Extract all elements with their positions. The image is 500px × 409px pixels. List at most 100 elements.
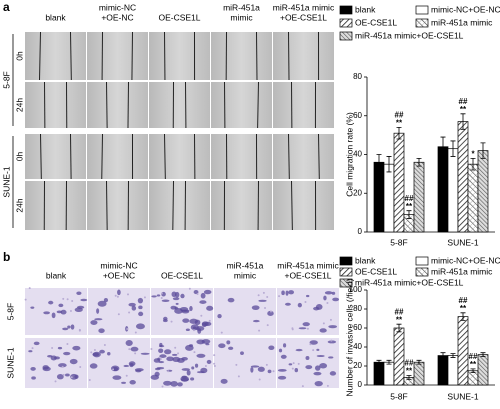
invaded-cell <box>134 368 144 372</box>
invaded-cell <box>250 366 254 373</box>
significance-mark: ## <box>395 110 404 119</box>
pore <box>265 363 268 366</box>
pore <box>66 343 69 346</box>
invaded-cell <box>89 363 98 369</box>
row-label: SUNE-1 <box>5 347 15 378</box>
invaded-cell <box>281 290 285 296</box>
bar <box>447 355 459 386</box>
invaded-cell <box>305 365 313 370</box>
bar <box>477 354 489 386</box>
micrograph <box>87 134 148 179</box>
micrograph <box>214 288 276 335</box>
micrograph <box>277 338 339 388</box>
pore <box>262 291 265 294</box>
invaded-cell <box>30 366 36 371</box>
y-tick-label: 20 <box>353 188 362 197</box>
legend-label: blank <box>355 255 376 265</box>
significance-mark: ** <box>406 202 413 211</box>
legend-swatch <box>339 278 353 288</box>
invaded-cell <box>156 294 161 297</box>
pore <box>71 299 74 302</box>
pore <box>177 352 180 355</box>
invaded-cell <box>138 305 143 310</box>
panel-label: a <box>3 0 10 14</box>
invaded-cell <box>267 369 272 374</box>
legend-swatch <box>415 267 429 277</box>
pore <box>128 348 131 351</box>
invaded-cell <box>181 368 190 371</box>
pore <box>208 319 211 322</box>
invaded-cell <box>76 305 85 309</box>
pore <box>161 385 164 388</box>
error-bar <box>386 359 392 365</box>
invaded-cell <box>31 376 36 380</box>
micrograph <box>149 32 210 80</box>
scratch-edge <box>106 81 108 129</box>
invaded-cell <box>80 298 88 302</box>
significance-mark: * <box>471 149 475 158</box>
legend-swatch <box>415 256 429 266</box>
x-tick-label: 5-8F <box>390 391 407 401</box>
invaded-cell <box>218 343 226 349</box>
pore <box>159 358 162 361</box>
error-bar <box>440 136 446 157</box>
bar <box>383 361 395 386</box>
pore <box>291 328 294 331</box>
invaded-cell <box>121 381 126 384</box>
micrograph <box>25 181 86 230</box>
error-bar <box>416 157 422 167</box>
pore <box>54 380 57 383</box>
invaded-cell <box>201 322 207 328</box>
invaded-cell <box>206 359 212 365</box>
column-header: blank <box>45 12 66 22</box>
invaded-cell <box>267 310 274 317</box>
pore <box>312 349 315 352</box>
invaded-cell <box>30 306 35 309</box>
pore <box>62 373 65 376</box>
pore <box>134 331 137 334</box>
column-header: +OE-CSE1L <box>284 270 331 280</box>
error-bar <box>406 375 412 380</box>
pore <box>127 293 130 296</box>
invaded-cell <box>191 366 195 370</box>
invaded-cell <box>123 364 130 368</box>
invaded-cell <box>74 374 79 379</box>
invaded-cell <box>58 303 64 308</box>
invaded-cell <box>177 382 183 387</box>
pore <box>326 384 329 387</box>
error-bar <box>376 359 382 365</box>
micrograph <box>25 82 86 128</box>
invaded-cell <box>268 345 275 351</box>
invaded-cell <box>186 369 191 376</box>
bar <box>393 327 405 386</box>
micrograph <box>149 181 210 230</box>
invaded-cell <box>166 356 174 362</box>
invaded-cell <box>28 350 33 353</box>
invaded-cell <box>138 311 144 317</box>
invaded-cell <box>240 351 244 355</box>
invaded-cell <box>48 300 54 305</box>
pore <box>200 314 203 317</box>
invaded-cell <box>51 312 56 319</box>
invaded-cell <box>57 346 63 350</box>
pore <box>270 310 273 313</box>
scratch-edge <box>288 133 290 180</box>
scratch-edge <box>40 133 42 180</box>
pore <box>28 287 31 290</box>
pore <box>266 295 269 298</box>
significance-mark: ** <box>396 315 403 324</box>
pore <box>220 331 223 334</box>
invaded-cell <box>189 306 193 312</box>
micrograph <box>87 181 148 230</box>
pore <box>112 368 115 371</box>
pore <box>78 329 81 332</box>
invaded-cell <box>258 299 267 302</box>
bar <box>477 150 489 233</box>
bar <box>373 361 385 386</box>
micrograph <box>149 82 210 128</box>
invaded-cell <box>130 346 139 352</box>
invaded-cell <box>151 295 157 298</box>
legend-swatch <box>339 256 353 266</box>
invaded-cell <box>107 352 111 356</box>
invaded-cell <box>175 302 179 305</box>
